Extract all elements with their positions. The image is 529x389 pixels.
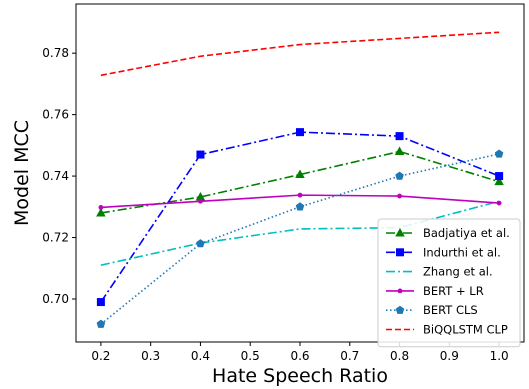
y-tick-label: 0.76 <box>42 108 69 122</box>
ticks-layer: 0.2 0.3 0.4 0.5 0.6 0.7 0.8 0.9 1.0 0.70 0.72 0.74 0… <box>42 46 508 363</box>
x-tick-label: 0.2 <box>91 349 110 363</box>
x-tick-label: 0.3 <box>141 349 160 363</box>
x-tick-label: 0.8 <box>390 349 409 363</box>
x-tick-label: 0.5 <box>241 349 260 363</box>
legend-marker <box>397 288 403 294</box>
legend-item: BiQQLSTM CLP <box>386 323 508 337</box>
legend-box <box>377 218 521 348</box>
y-axis-label: Model MCC <box>11 120 33 226</box>
data-point <box>494 176 504 186</box>
y-tick-label: 0.74 <box>42 169 69 183</box>
data-point <box>195 191 206 201</box>
y-tick-label: 0.78 <box>42 46 69 60</box>
data-point <box>496 200 502 206</box>
data-point <box>495 172 504 181</box>
data-point <box>395 132 404 141</box>
data-point <box>395 171 404 180</box>
legend-item: Indurthi et al. <box>386 245 501 259</box>
legend: Badjatiya et al. Indurthi et al. Zhang et … <box>377 218 521 348</box>
y-tick-label: 0.70 <box>42 292 69 306</box>
series-0 <box>96 146 504 217</box>
data-point <box>196 239 205 248</box>
x-axis-label: Hate Speech Ratio <box>212 365 388 387</box>
data-point <box>96 319 106 328</box>
x-tick-label: 1.0 <box>490 349 509 363</box>
data-point <box>295 169 305 179</box>
data-point <box>96 207 106 217</box>
legend-label: BiQQLSTM CLP <box>423 323 508 337</box>
series-layer <box>96 31 504 328</box>
legend-label: BERT + LR <box>423 284 484 298</box>
legend-marker <box>396 248 404 257</box>
series-4 <box>96 149 504 328</box>
data-point <box>295 202 305 211</box>
legend-marker <box>395 228 405 237</box>
legend-item: BERT CLS <box>386 303 478 317</box>
legend-item: Badjatiya et al. <box>386 226 510 240</box>
series-1 <box>96 128 504 307</box>
data-point <box>494 149 504 158</box>
data-point <box>397 193 402 199</box>
legend-label: Zhang et al. <box>423 265 493 279</box>
series-3 <box>98 192 502 210</box>
legend-marker <box>395 305 405 314</box>
y-tick-label: 0.72 <box>42 231 69 245</box>
legend-item: Zhang et al. <box>386 265 493 279</box>
legend-label: BERT CLS <box>423 303 478 317</box>
data-point <box>98 205 104 210</box>
data-point <box>96 298 105 307</box>
legend-label: Badjatiya et al. <box>423 226 510 240</box>
legend-item: BERT + LR <box>386 284 484 298</box>
x-tick-label: 0.7 <box>340 349 359 363</box>
x-tick-label: 0.4 <box>191 349 210 363</box>
series-5 <box>100 31 500 77</box>
series-line <box>100 31 500 77</box>
x-tick-label: 0.9 <box>440 349 459 363</box>
legend-label: Indurthi et al. <box>423 245 501 259</box>
data-point <box>394 146 405 155</box>
data-point <box>297 192 303 198</box>
x-tick-label: 0.6 <box>290 349 309 363</box>
data-point <box>198 198 203 204</box>
series-line <box>100 153 500 325</box>
data-point <box>196 150 205 159</box>
data-point <box>296 128 304 137</box>
